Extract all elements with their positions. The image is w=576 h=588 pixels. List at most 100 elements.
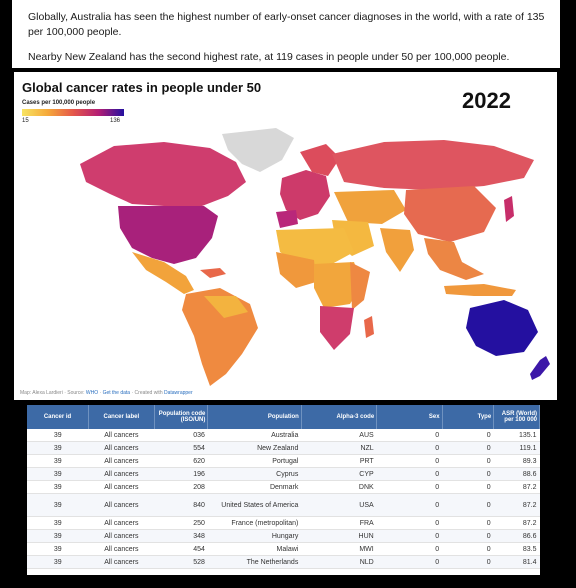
region-indonesia[interactable] <box>444 284 516 296</box>
cell-type: 0 <box>442 480 494 494</box>
region-greenland[interactable] <box>222 128 294 172</box>
cell-alpha3: DNK <box>301 480 377 494</box>
cell-sex: 0 <box>376 493 443 517</box>
cell-alpha3: USA <box>301 493 377 517</box>
cell-asr: 87.2 <box>493 480 540 494</box>
region-canada[interactable] <box>80 142 246 206</box>
region-north-africa[interactable] <box>276 228 354 264</box>
map-credit: Map: Alexa Lardieri · Source: WHO · Get … <box>20 390 193 396</box>
table-header-row: Cancer id Cancer label Population code (… <box>27 405 540 429</box>
region-australia[interactable] <box>466 300 538 356</box>
cell-population-code: 554 <box>154 441 208 455</box>
table-row: 39 All cancers 208 Denmark DNK 0 0 87.2 <box>27 480 540 494</box>
cell-type: 0 <box>442 493 494 517</box>
region-china[interactable] <box>404 186 496 242</box>
cell-asr: 89.3 <box>493 454 540 468</box>
cell-cancer-id: 39 <box>27 429 89 442</box>
table-row: 39 All cancers 620 Portugal PRT 0 0 89.3 <box>27 454 540 468</box>
region-southern-africa[interactable] <box>320 306 354 350</box>
region-iberia[interactable] <box>276 210 298 228</box>
cell-population: Cyprus <box>207 467 302 481</box>
credit-source-link[interactable]: WHO <box>85 390 99 396</box>
region-central-africa[interactable] <box>314 262 362 308</box>
cell-sex: 0 <box>376 467 443 481</box>
cell-cancer-id: 39 <box>27 480 89 494</box>
cell-sex: 0 <box>376 555 443 569</box>
region-mexico-central-america[interactable] <box>132 252 194 294</box>
region-west-africa[interactable] <box>276 252 316 288</box>
cell-sex: 0 <box>376 529 443 543</box>
cell-alpha3: AUS <box>301 429 377 442</box>
cell-asr: 119.1 <box>493 441 540 455</box>
cell-cancer-label: All cancers <box>88 542 155 556</box>
map-year-label: 2022 <box>462 88 511 113</box>
cell-cancer-id: 39 <box>27 493 89 517</box>
cell-cancer-id: 39 <box>27 441 89 455</box>
cell-type: 0 <box>442 555 494 569</box>
table-row: 39 All cancers 454 Malawi MWI 0 0 83.5 <box>27 542 540 556</box>
region-southeast-asia[interactable] <box>424 238 484 280</box>
article-text-block: Globally, Australia has seen the highest… <box>12 0 560 68</box>
cell-sex: 0 <box>376 454 443 468</box>
cell-alpha3: CYP <box>301 467 377 481</box>
article-paragraph-1: Globally, Australia has seen the highest… <box>28 11 545 38</box>
cell-population: The Netherlands <box>207 555 302 569</box>
cell-cancer-label: All cancers <box>88 429 155 442</box>
cell-population: Malawi <box>207 542 302 556</box>
legend-min-label: 15 <box>22 118 29 124</box>
cell-population-code: 454 <box>154 542 208 556</box>
article-paragraph-2: Nearby New Zealand has the second highes… <box>28 51 510 63</box>
region-russia[interactable] <box>332 140 534 190</box>
cell-population-code: 620 <box>154 454 208 468</box>
region-caribbean[interactable] <box>200 268 226 278</box>
credit-prefix: Map: Alexa Lardieri · Source: <box>20 390 86 396</box>
column-header-population-code[interactable]: Population code (ISO/UN) <box>154 405 209 429</box>
column-header-population[interactable]: Population <box>207 405 302 429</box>
region-japan[interactable] <box>504 196 514 222</box>
cancer-rates-table-card: Cancer id Cancer label Population code (… <box>27 405 540 575</box>
region-east-africa[interactable] <box>350 262 370 310</box>
credit-mid: · <box>98 390 103 396</box>
cell-cancer-id: 39 <box>27 467 89 481</box>
cell-population: Portugal <box>207 454 302 468</box>
column-header-sex[interactable]: Sex <box>376 405 443 429</box>
table-row: 39 All cancers 348 Hungary HUN 0 0 86.6 <box>27 529 540 543</box>
cell-type: 0 <box>442 529 494 543</box>
cell-asr: 83.5 <box>493 542 540 556</box>
cell-asr: 87.2 <box>493 516 540 530</box>
region-scandinavia[interactable] <box>300 144 340 176</box>
cell-cancer-id: 39 <box>27 555 89 569</box>
region-new-zealand[interactable] <box>530 356 550 380</box>
region-central-asia[interactable] <box>334 190 406 224</box>
cell-population-code: 208 <box>154 480 208 494</box>
cell-type: 0 <box>442 454 494 468</box>
region-madagascar[interactable] <box>364 316 374 338</box>
column-header-alpha3[interactable]: Alpha-3 code <box>301 405 378 429</box>
column-header-type[interactable]: Type <box>442 405 495 429</box>
cell-type: 0 <box>442 441 494 455</box>
cell-cancer-id: 39 <box>27 516 89 530</box>
cell-cancer-id: 39 <box>27 454 89 468</box>
cell-sex: 0 <box>376 429 443 442</box>
cell-cancer-label: All cancers <box>88 516 155 530</box>
region-western-europe[interactable] <box>280 170 330 220</box>
cell-cancer-id: 39 <box>27 542 89 556</box>
credit-suffix: · Created with <box>130 390 164 396</box>
cell-cancer-label: All cancers <box>88 454 155 468</box>
cell-cancer-label: All cancers <box>88 555 155 569</box>
column-header-cancer-label[interactable]: Cancer label <box>88 405 155 429</box>
cell-alpha3: HUN <box>301 529 377 543</box>
region-usa[interactable] <box>118 206 218 264</box>
map-card: Global cancer rates in people under 50 2… <box>14 72 557 400</box>
region-india[interactable] <box>380 228 414 272</box>
cell-asr: 81.4 <box>493 555 540 569</box>
cell-type: 0 <box>442 542 494 556</box>
region-brazil-north[interactable] <box>204 296 248 318</box>
column-header-cancer-id[interactable]: Cancer id <box>27 405 90 429</box>
cell-population: New Zealand <box>207 441 302 455</box>
table-row: 39 All cancers 196 Cyprus CYP 0 0 88.6 <box>27 467 540 481</box>
cell-population-code: 036 <box>154 429 208 442</box>
column-header-asr[interactable]: ASR (World) per 100 000 <box>493 405 540 429</box>
datawrapper-link[interactable]: Datawrapper <box>164 390 193 396</box>
get-the-data-link[interactable]: Get the data <box>102 390 131 396</box>
